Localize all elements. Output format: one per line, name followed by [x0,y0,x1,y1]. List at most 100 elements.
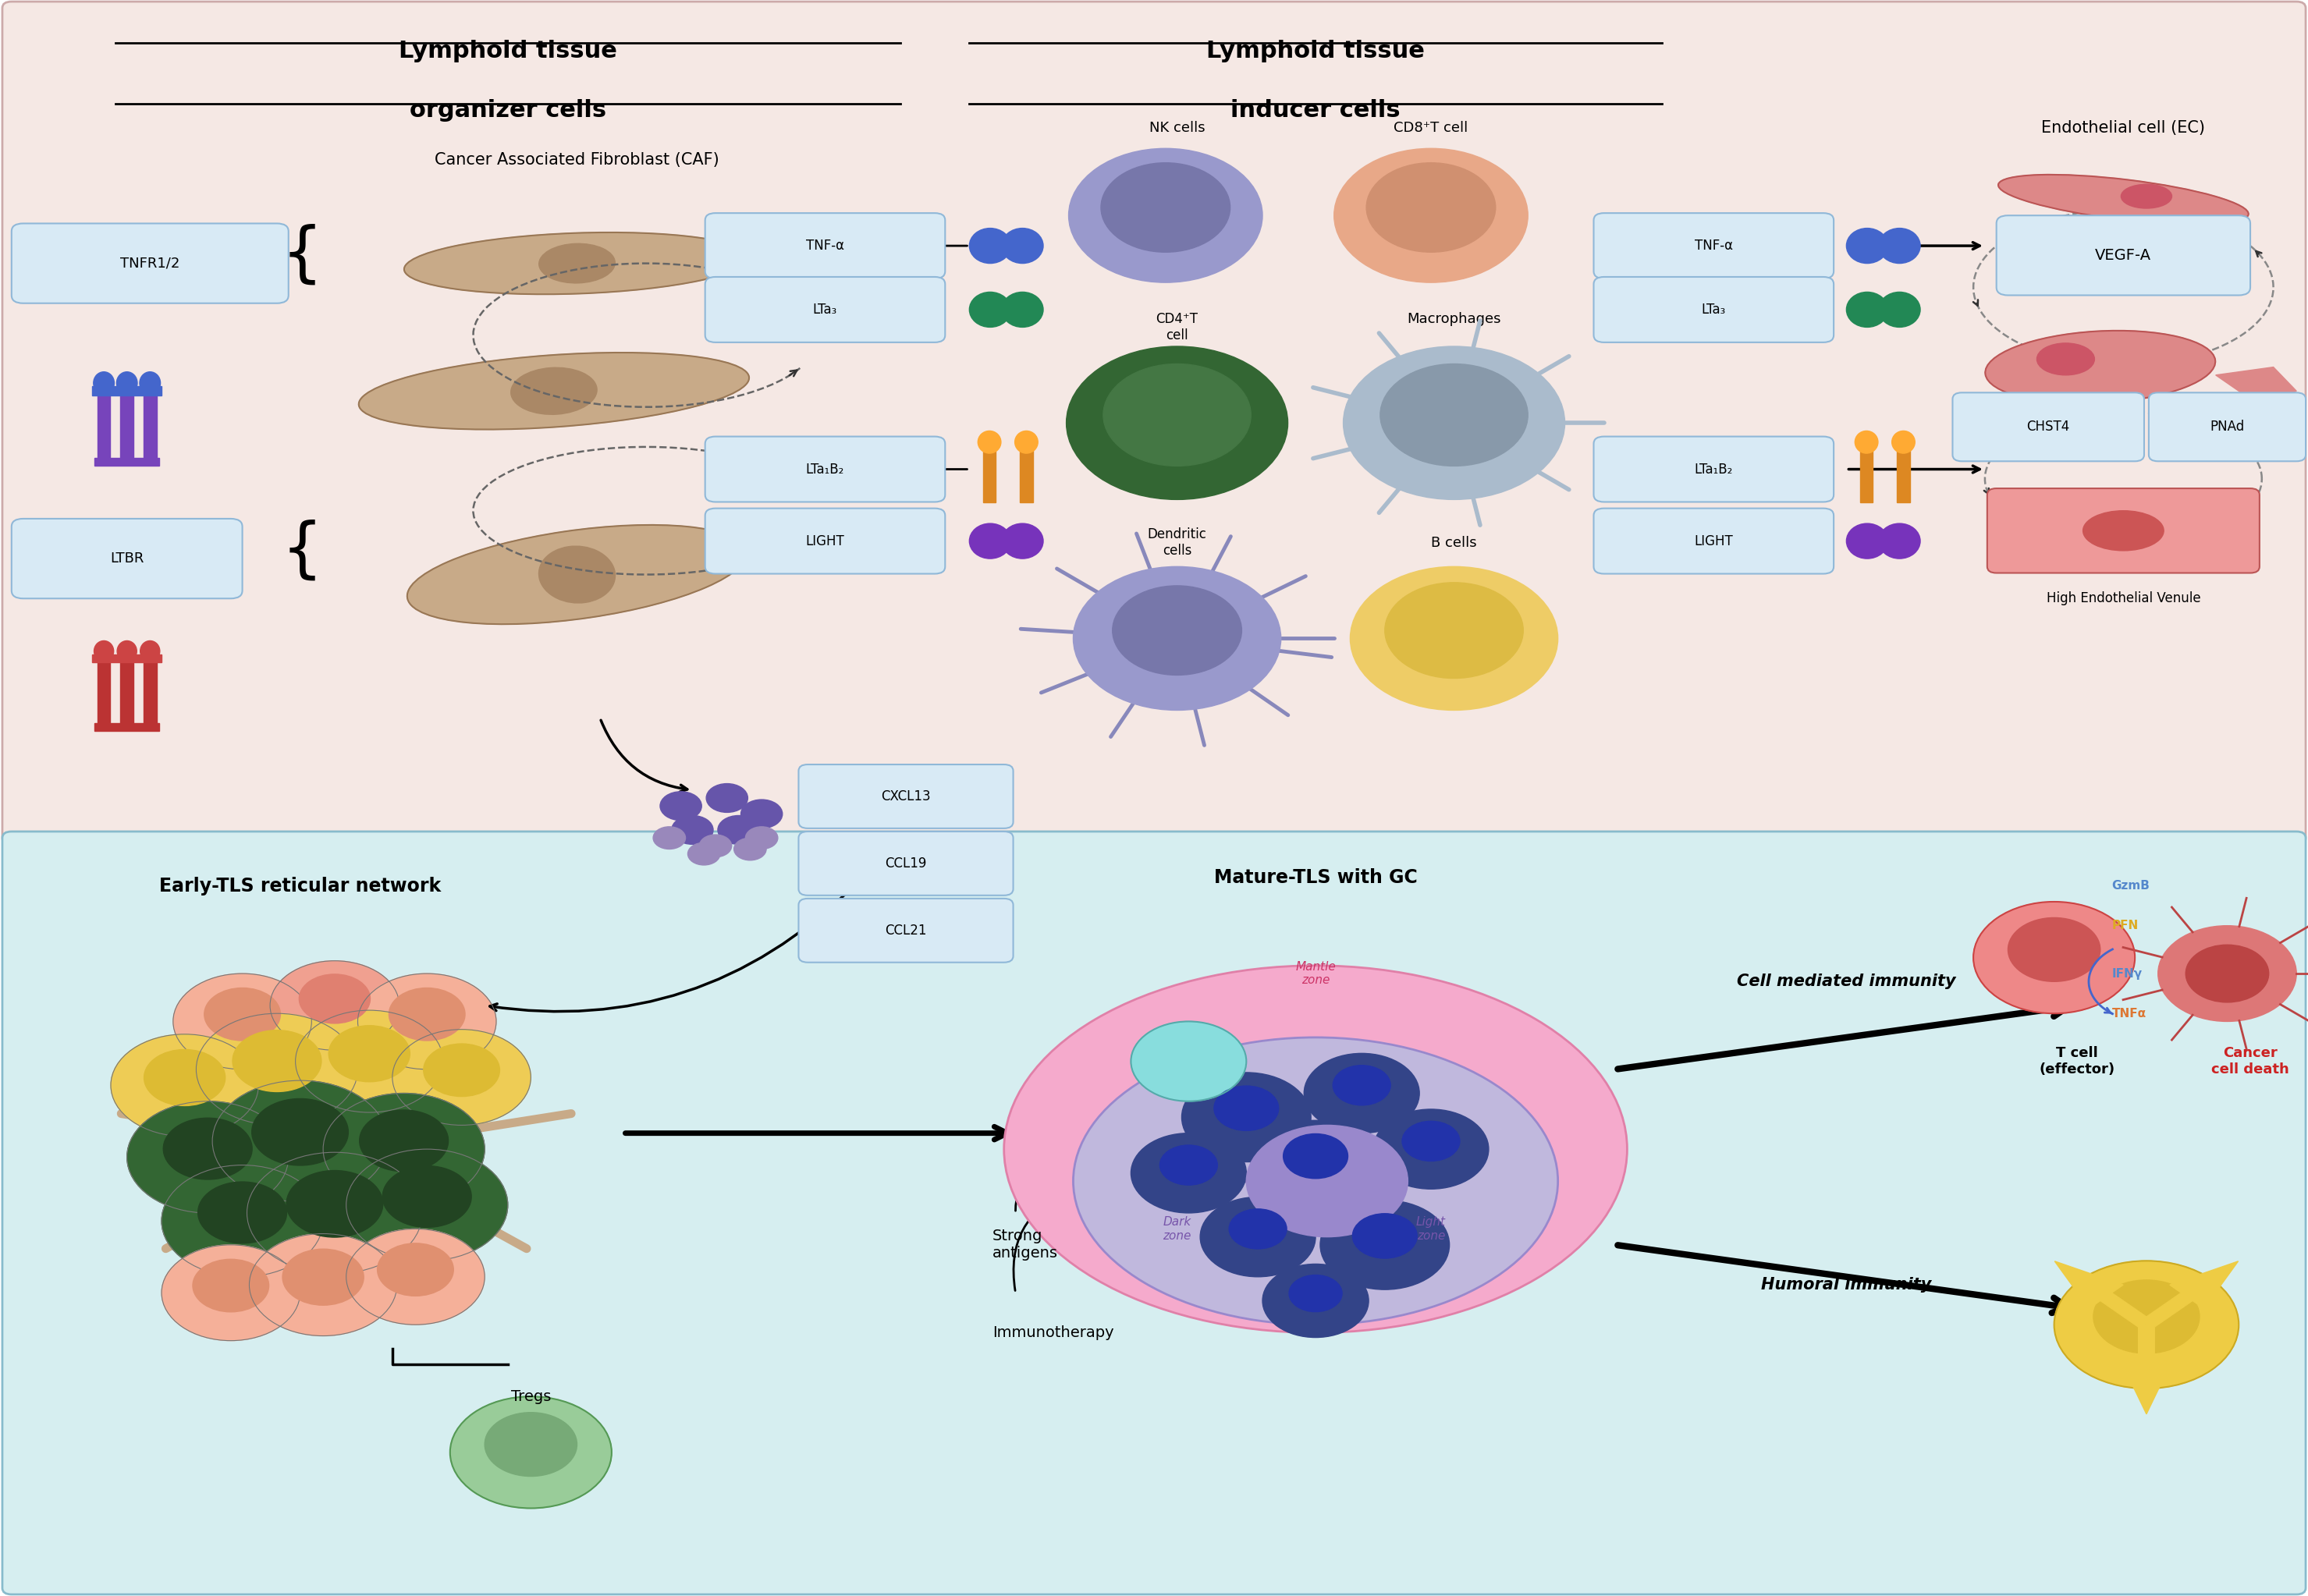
Circle shape [295,1010,443,1112]
FancyBboxPatch shape [1593,508,1835,575]
Circle shape [1380,364,1528,466]
Ellipse shape [510,367,598,415]
Circle shape [127,1101,288,1213]
Bar [97,654,111,726]
Ellipse shape [2038,343,2096,375]
Ellipse shape [358,353,750,429]
Circle shape [358,974,496,1069]
Ellipse shape [2121,184,2172,207]
Circle shape [328,1026,411,1082]
Text: Cell mediated immunity: Cell mediated immunity [1738,974,1955,990]
Circle shape [1230,1210,1288,1248]
Ellipse shape [95,640,113,661]
Circle shape [242,1077,450,1221]
Bar [120,391,134,463]
FancyBboxPatch shape [799,764,1013,828]
Text: TNF-α: TNF-α [805,239,845,252]
Text: NK cells: NK cells [1149,121,1205,134]
Circle shape [111,1034,258,1136]
Text: Early-TLS reticular network: Early-TLS reticular network [159,876,441,895]
Circle shape [392,1029,531,1125]
Circle shape [1366,163,1496,252]
Circle shape [1131,1133,1246,1213]
FancyBboxPatch shape [706,214,946,278]
Text: Immunotherapy: Immunotherapy [992,1325,1115,1341]
Circle shape [1262,1264,1369,1337]
Circle shape [212,1080,388,1202]
Text: Dendritic
cells: Dendritic cells [1147,528,1207,557]
Text: Light
zone: Light zone [1417,1216,1445,1242]
FancyBboxPatch shape [799,899,1013,962]
Bar [97,391,111,463]
Circle shape [173,974,312,1069]
Circle shape [1332,1066,1389,1104]
Ellipse shape [1846,523,1888,559]
Bar [92,654,162,662]
Circle shape [2186,945,2269,1002]
Text: Cancer
cell death: Cancer cell death [2211,1047,2290,1076]
Circle shape [1161,1144,1219,1184]
Text: TNFα: TNFα [2112,1007,2146,1020]
Text: PNAd: PNAd [2211,420,2243,434]
Text: Macrophages: Macrophages [1408,313,1500,326]
FancyBboxPatch shape [706,437,946,501]
Circle shape [485,1412,577,1476]
Circle shape [1101,163,1230,252]
Circle shape [383,1165,471,1227]
FancyBboxPatch shape [1953,393,2144,461]
Circle shape [1350,567,1558,710]
Circle shape [379,1243,452,1296]
Text: CCL21: CCL21 [884,924,928,937]
Ellipse shape [1002,228,1043,263]
Text: Endothelial cell (EC): Endothelial cell (EC) [2043,120,2204,136]
Text: VEGF-A: VEGF-A [2096,247,2151,263]
Circle shape [1103,364,1251,466]
Circle shape [1066,346,1288,500]
Ellipse shape [1985,330,2216,404]
Text: Lymphoid tissue: Lymphoid tissue [1207,40,1424,62]
Circle shape [1246,1125,1408,1237]
Circle shape [1288,1275,1343,1312]
Ellipse shape [115,372,138,394]
Ellipse shape [406,525,748,624]
Circle shape [1131,1021,1246,1101]
Circle shape [2158,926,2296,1021]
Text: LTBR: LTBR [111,552,143,565]
Circle shape [2093,1280,2200,1353]
FancyBboxPatch shape [1593,278,1835,343]
Text: CHST4: CHST4 [2026,420,2070,434]
Text: Lymphoid tissue: Lymphoid tissue [399,40,616,62]
Circle shape [233,1031,321,1092]
Circle shape [162,1245,300,1341]
Text: TNF-α: TNF-α [1694,239,1733,252]
Ellipse shape [1999,174,2248,225]
Circle shape [286,1170,383,1237]
Text: Mantle
zone: Mantle zone [1295,961,1336,986]
Ellipse shape [1893,431,1916,453]
Circle shape [653,827,685,849]
Circle shape [741,800,782,828]
Bar [143,654,157,726]
Circle shape [1334,148,1528,282]
Polygon shape [2216,367,2296,407]
Ellipse shape [92,372,115,394]
Circle shape [346,1149,508,1261]
Circle shape [1214,1085,1279,1130]
Ellipse shape [1002,523,1043,559]
Text: Dark
zone: Dark zone [1163,1216,1191,1242]
Ellipse shape [2084,511,2165,551]
Circle shape [162,1165,323,1277]
Text: High Endothelial Venule: High Endothelial Venule [2047,592,2200,605]
Circle shape [198,1181,286,1243]
Text: B cells: B cells [1431,536,1477,549]
Text: inducer cells: inducer cells [1230,99,1401,121]
Circle shape [1251,1120,1380,1210]
Text: Humoral immunity: Humoral immunity [1761,1277,1932,1293]
Bar [983,447,997,503]
Circle shape [734,838,766,860]
Circle shape [252,1098,349,1165]
Circle shape [1069,148,1262,282]
Text: PFN: PFN [2112,919,2140,932]
Circle shape [360,1111,448,1171]
Circle shape [672,816,713,844]
